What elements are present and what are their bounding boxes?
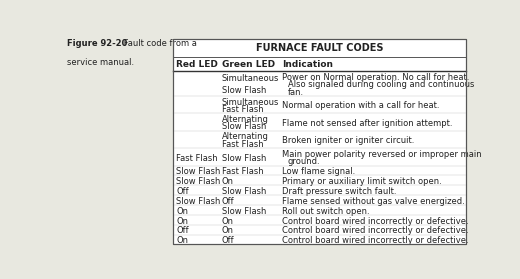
Text: Primary or auxiliary limit switch open.: Primary or auxiliary limit switch open.	[282, 177, 441, 186]
Text: Alternating: Alternating	[222, 115, 268, 124]
Text: Slow Flash: Slow Flash	[222, 86, 266, 95]
Text: On: On	[176, 217, 188, 226]
Text: FURNACE FAULT CODES: FURNACE FAULT CODES	[256, 43, 383, 53]
Bar	[173, 39, 466, 244]
Text: Alternating: Alternating	[222, 133, 268, 141]
Text: Slow Flash: Slow Flash	[222, 122, 266, 131]
Text: Fast Flash: Fast Flash	[222, 105, 263, 114]
Text: On: On	[222, 217, 233, 226]
Text: Simultaneous: Simultaneous	[222, 98, 279, 107]
Text: Off: Off	[176, 227, 189, 235]
Text: Flame not sensed after ignition attempt.: Flame not sensed after ignition attempt.	[282, 119, 452, 128]
Text: Green LED: Green LED	[222, 59, 275, 69]
Text: Main power polarity reversed or improper main: Main power polarity reversed or improper…	[282, 150, 482, 159]
Text: Normal operation with a call for heat.: Normal operation with a call for heat.	[282, 101, 439, 110]
Text: Slow Flash: Slow Flash	[176, 177, 220, 186]
Text: Off: Off	[222, 236, 235, 245]
Text: Red LED: Red LED	[176, 59, 218, 69]
Text: Fast Flash: Fast Flash	[176, 154, 218, 163]
Text: Slow Flash: Slow Flash	[222, 187, 266, 196]
Text: Control board wired incorrectly or defective.: Control board wired incorrectly or defec…	[282, 217, 469, 226]
Text: Slow Flash: Slow Flash	[222, 154, 266, 163]
Text: Broken igniter or igniter circuit.: Broken igniter or igniter circuit.	[282, 136, 414, 145]
Text: Draft pressure switch fault.: Draft pressure switch fault.	[282, 187, 396, 196]
Text: ground.: ground.	[288, 157, 320, 166]
Text: On: On	[222, 227, 233, 235]
Text: Flame sensed without gas valve energized.: Flame sensed without gas valve energized…	[282, 197, 464, 206]
Text: service manual.: service manual.	[67, 58, 134, 67]
Text: Control board wired incorrectly or defective.: Control board wired incorrectly or defec…	[282, 236, 469, 245]
Text: fan.: fan.	[288, 88, 304, 97]
Text: Power on Normal operation. No call for heat.: Power on Normal operation. No call for h…	[282, 73, 469, 81]
Text: Off: Off	[222, 197, 235, 206]
Text: Roll out switch open.: Roll out switch open.	[282, 207, 369, 216]
Text: Indication: Indication	[282, 59, 333, 69]
Text: Fast Flash: Fast Flash	[222, 167, 263, 176]
Text: Also signaled during cooling and continuous: Also signaled during cooling and continu…	[288, 80, 474, 89]
Bar	[173, 39, 466, 244]
Text: On: On	[176, 236, 188, 245]
Text: Off: Off	[176, 187, 189, 196]
Text: Simultaneous: Simultaneous	[222, 74, 279, 83]
Text: Low flame signal.: Low flame signal.	[282, 167, 355, 176]
Text: On: On	[222, 177, 233, 186]
Text: Figure 92-20: Figure 92-20	[67, 39, 127, 48]
Text: Control board wired incorrectly or defective.: Control board wired incorrectly or defec…	[282, 227, 469, 235]
Text: Slow Flash: Slow Flash	[176, 167, 220, 176]
Text: Fault code from a: Fault code from a	[122, 39, 197, 48]
Text: Slow Flash: Slow Flash	[176, 197, 220, 206]
Text: Slow Flash: Slow Flash	[222, 207, 266, 216]
Text: On: On	[176, 207, 188, 216]
Text: Fast Flash: Fast Flash	[222, 140, 263, 149]
